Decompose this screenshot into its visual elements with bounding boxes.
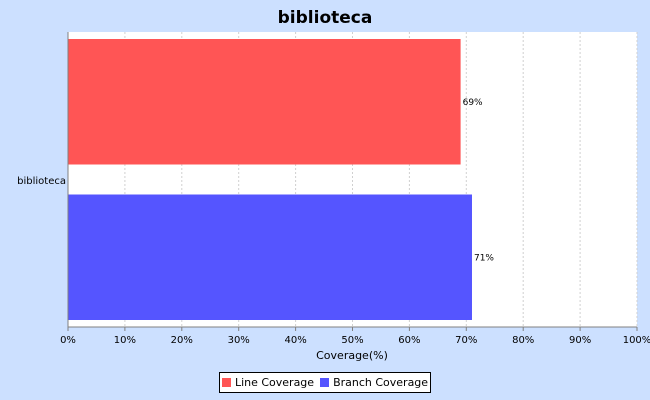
- bar-line-coverage: [68, 39, 461, 165]
- x-tick-label: 80%: [512, 335, 534, 346]
- bars: [68, 39, 472, 320]
- x-tick-label: 10%: [114, 335, 136, 346]
- legend-swatch-branch-coverage: [320, 378, 330, 387]
- legend-swatch-line-coverage: [221, 378, 231, 387]
- data-labels: 69% 71%: [463, 98, 495, 264]
- x-tick-label: 70%: [455, 335, 477, 346]
- legend-label-branch-coverage: Branch Coverage: [333, 376, 429, 389]
- bar-branch-coverage: [68, 194, 472, 320]
- x-tick-label: 50%: [341, 335, 363, 346]
- data-label-line-coverage: 69%: [463, 98, 483, 108]
- x-axis-label: Coverage(%): [316, 349, 388, 362]
- x-tick-label: 20%: [171, 335, 193, 346]
- x-tick-label: 100%: [623, 335, 650, 346]
- x-tick-label: 0%: [60, 335, 76, 346]
- x-tick-label: 60%: [398, 335, 420, 346]
- legend-label-line-coverage: Line Coverage: [234, 376, 315, 389]
- legend-item-line-coverage: Line Coverage: [221, 376, 315, 389]
- legend-item-branch-coverage: Branch Coverage: [320, 376, 428, 389]
- x-tick-label: 90%: [569, 335, 591, 346]
- x-tick-label: 40%: [284, 335, 306, 346]
- y-category-label: biblioteca: [17, 176, 66, 187]
- x-tick-label: 30%: [228, 335, 250, 346]
- data-label-branch-coverage: 71%: [474, 253, 494, 263]
- legend: Line Coverage Branch Coverage: [219, 372, 431, 393]
- x-axis: 0% 10% 20% 30% 40% 50% 60% 70% 80% 90% 100%: [60, 32, 650, 346]
- chart-title: biblioteca: [278, 8, 373, 28]
